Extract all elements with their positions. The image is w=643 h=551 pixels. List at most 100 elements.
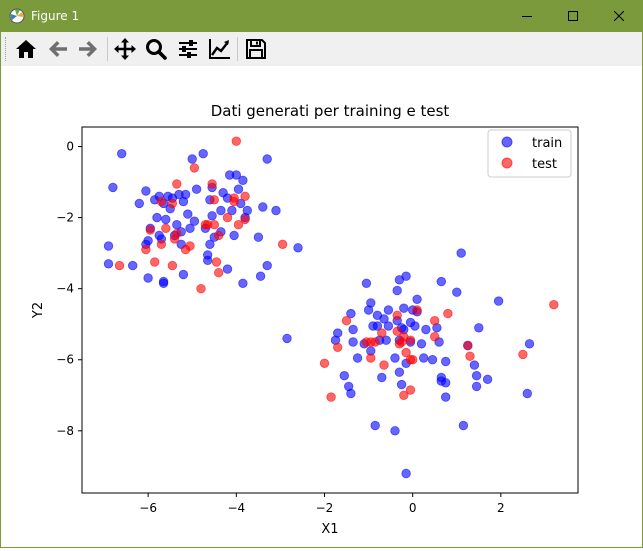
test-point [156, 196, 167, 207]
test-point [392, 326, 402, 337]
train-point [471, 371, 482, 381]
train-point [127, 260, 138, 271]
train-point [392, 285, 402, 296]
test-point [430, 332, 440, 342]
test-point [377, 328, 387, 338]
train-point [524, 339, 535, 349]
pan-button[interactable] [111, 35, 139, 63]
train-point [233, 184, 244, 194]
legend-marker-train [501, 136, 513, 148]
train-point [383, 305, 394, 315]
train-point [227, 205, 237, 216]
train-point [271, 205, 281, 216]
train-point [178, 269, 189, 280]
train-point [390, 426, 400, 436]
test-point [465, 351, 475, 361]
x-tick-label: 0 [409, 501, 417, 515]
back-button[interactable] [44, 35, 72, 63]
train-point [383, 321, 394, 331]
train-point [222, 264, 233, 274]
y-axis-label: Y2 [31, 302, 46, 319]
y-tick-label: −6 [56, 353, 74, 367]
forward-arrow-icon [79, 41, 97, 57]
test-point [405, 385, 416, 395]
maximize-button[interactable] [550, 1, 596, 32]
y-tick-label: −2 [56, 211, 74, 225]
test-point [518, 349, 528, 360]
figure-canvas[interactable]: Dati generati per training e test −6 −4 −2… [1, 66, 642, 547]
train-point [141, 186, 151, 196]
x-tick-label: −2 [316, 501, 334, 515]
customize-button[interactable] [205, 35, 233, 63]
train-point [161, 214, 171, 225]
train-point [231, 170, 242, 180]
test-point [366, 353, 376, 363]
test-point [408, 355, 418, 365]
train-point [238, 175, 248, 186]
test-point [229, 196, 239, 207]
test-point [443, 308, 453, 319]
test-point [430, 315, 440, 326]
axis-ticks: −6 −4 −2 0 2 0 −2 −4 −6 −8 [56, 140, 504, 515]
test-point [167, 260, 178, 271]
minimize-button[interactable] [504, 1, 550, 32]
forward-button[interactable] [74, 35, 102, 63]
legend: train test [487, 129, 572, 178]
train-point [482, 374, 493, 385]
toolbar-separator [107, 37, 108, 61]
train-point [152, 212, 162, 223]
train-point [143, 273, 153, 283]
train-point [421, 324, 431, 335]
navigation-toolbar [1, 32, 642, 66]
train-point [379, 314, 389, 324]
close-icon [614, 11, 624, 21]
save-button[interactable] [242, 35, 270, 63]
train-point [452, 287, 462, 297]
scatter-plot[interactable]: Dati generati per training e test −6 −4 −2… [1, 66, 642, 547]
test-point [141, 244, 151, 255]
train-point [178, 196, 189, 207]
train-point [436, 276, 447, 287]
train-point [456, 248, 466, 258]
train-point [441, 356, 451, 367]
train-point [189, 216, 200, 226]
test-point [231, 136, 242, 146]
subplots-icon [179, 40, 197, 58]
train-point [419, 353, 429, 363]
test-point [213, 230, 224, 241]
test-point [412, 305, 422, 315]
toolbar-grip[interactable] [5, 37, 9, 61]
train-point [293, 243, 303, 253]
legend-label-test: test [532, 157, 557, 172]
x-tick-label: 2 [497, 501, 505, 515]
home-button[interactable] [12, 35, 40, 63]
train-point [416, 339, 427, 349]
test-point [209, 195, 220, 205]
test-point [200, 219, 211, 230]
x-tick-label: −6 [139, 501, 157, 515]
y-tick-label: 0 [66, 140, 74, 154]
matplotlib-logo-icon [9, 8, 25, 24]
train-point [469, 360, 480, 370]
x-tick-label: −4 [227, 501, 245, 515]
test-point [392, 310, 402, 321]
subplots-button[interactable] [174, 35, 202, 63]
test-point [401, 347, 411, 358]
train-point [363, 305, 374, 315]
zoom-button[interactable] [142, 35, 170, 63]
legend-marker-test [501, 157, 513, 169]
train-point [216, 205, 226, 216]
train-point [361, 278, 372, 289]
test-point [277, 239, 288, 250]
title-bar[interactable]: Figure 1 [1, 1, 642, 32]
zoom-icon [146, 39, 167, 60]
train-point [346, 308, 356, 319]
train-point [458, 420, 469, 431]
train-point [158, 278, 169, 289]
train-point [348, 337, 358, 347]
close-button[interactable] [596, 1, 642, 32]
train-point [198, 148, 208, 159]
train-point [352, 353, 363, 363]
test-point [222, 212, 233, 223]
